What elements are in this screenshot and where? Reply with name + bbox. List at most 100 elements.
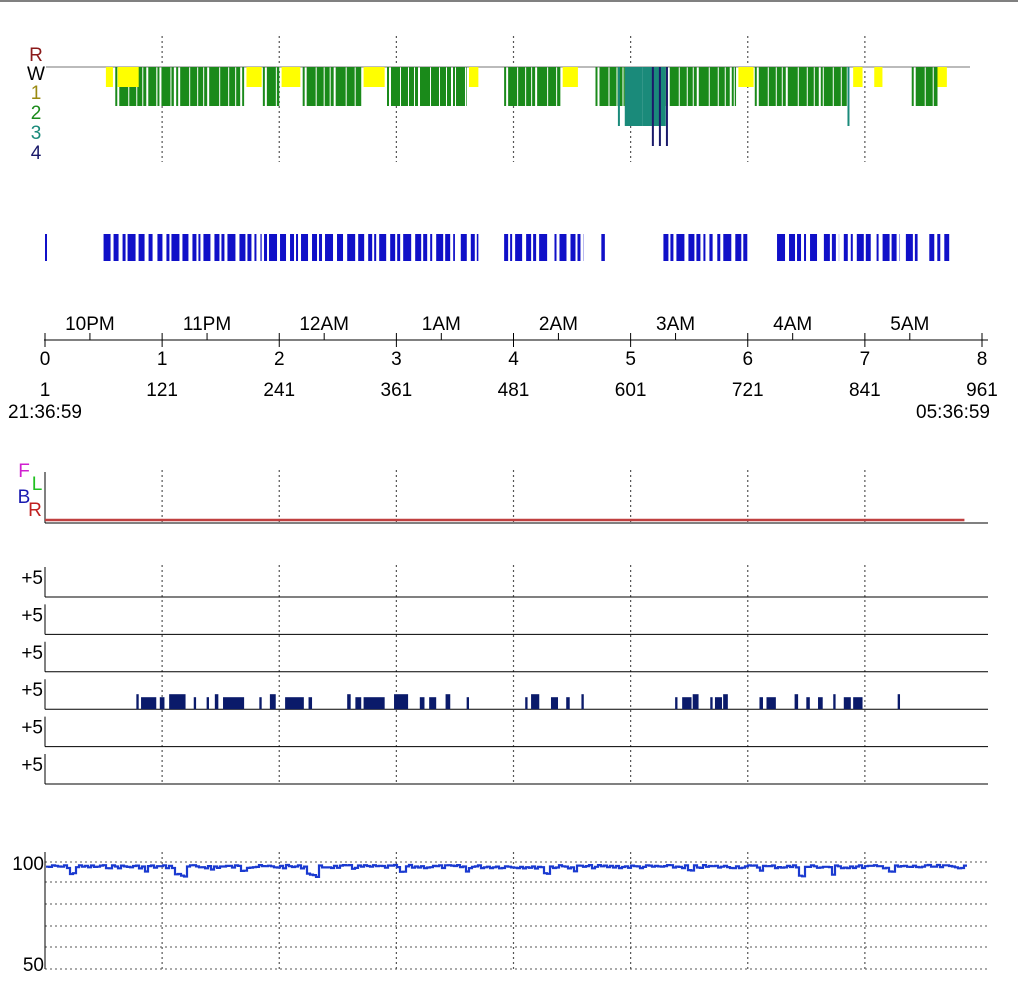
event-mark: [198, 234, 201, 261]
event-mark: [804, 234, 807, 261]
stage-bar-2: [915, 67, 925, 106]
event-mark: [789, 234, 796, 261]
stage-bar-2: [782, 67, 786, 106]
position-label-R: R: [28, 500, 42, 521]
event-mark: [601, 234, 605, 261]
stage-bar-2: [669, 67, 679, 106]
stage-bar-2: [504, 67, 507, 106]
event-mark: [166, 234, 170, 261]
stage-bar-1: [363, 67, 385, 87]
channel-label-bg: [0, 754, 44, 782]
event-mark: [347, 234, 356, 261]
stage-bar-2: [687, 67, 693, 106]
stage-bar-1: [937, 67, 947, 87]
channel-label-bg: [0, 679, 44, 708]
event-mark: [905, 234, 913, 261]
stage-bar-2: [617, 67, 623, 106]
event-mark: [221, 234, 225, 261]
event-mark: [403, 234, 412, 261]
stage-bar-1: [246, 67, 262, 87]
channel-event-mark: [853, 697, 863, 710]
channel-event-mark: [355, 697, 362, 710]
stage-bar-2: [518, 67, 526, 106]
stage-label-3: 3: [31, 123, 42, 144]
event-mark: [203, 234, 211, 261]
stage-bar-1: [853, 67, 863, 87]
event-mark: [379, 234, 387, 261]
stage-bar-2: [537, 67, 548, 106]
stage-bar-2: [204, 67, 208, 106]
epoch-label: 361: [381, 380, 413, 401]
event-mark: [723, 234, 732, 261]
channel-event-mark: [531, 694, 540, 710]
stage-bar-2: [466, 67, 467, 106]
channel-event-mark: [285, 697, 304, 710]
stage-bar-2: [456, 67, 466, 106]
hour-tick-label: 5: [625, 349, 636, 370]
stage-bar-2: [526, 67, 532, 106]
clock-label: 10PM: [65, 314, 115, 335]
clock-label: 2AM: [539, 314, 578, 335]
stage-bar-2: [776, 67, 782, 106]
epoch-label: 241: [263, 380, 295, 401]
hour-tick-label: 2: [274, 349, 285, 370]
event-mark: [182, 234, 189, 261]
event-mark: [891, 234, 897, 261]
event-mark: [929, 234, 935, 261]
epoch-label: 121: [146, 380, 178, 401]
stage-bar-1: [281, 67, 301, 87]
event-mark: [526, 234, 532, 261]
stage-bar-2: [447, 67, 452, 106]
event-mark: [944, 234, 950, 261]
position-label-L: L: [32, 474, 43, 495]
event-mark: [254, 234, 257, 261]
channel-event-mark: [308, 697, 313, 710]
stage-bar-2: [431, 67, 440, 106]
stage-bar-1: [105, 67, 113, 87]
event-mark: [260, 234, 262, 261]
event-mark: [214, 234, 220, 261]
end-time-label: 05:36:59: [916, 402, 990, 423]
spo2-tick-100: 100: [12, 854, 44, 875]
event-mark: [577, 234, 581, 261]
event-mark: [470, 234, 475, 261]
stage-bar-2: [698, 67, 709, 106]
channel-row-label: +5: [21, 643, 43, 664]
channel-event-mark: [550, 697, 559, 710]
clock-label: 4AM: [773, 314, 812, 335]
stage-bar-2: [595, 67, 598, 106]
event-mark: [823, 234, 830, 261]
epoch-label: 1: [40, 380, 51, 401]
channel-event-mark: [136, 694, 139, 710]
stage-bar-2: [453, 67, 456, 106]
stage-bar-2: [933, 67, 938, 106]
stage-label-1: 1: [31, 83, 42, 104]
event-raster-marks: [45, 234, 950, 261]
event-mark: [374, 234, 377, 261]
event-mark: [850, 234, 853, 261]
stage-bar-1: [874, 67, 883, 87]
event-mark: [430, 234, 433, 261]
stage-bar-2: [335, 67, 346, 106]
event-mark: [127, 234, 136, 261]
channel-event-mark: [833, 694, 836, 710]
spo2-line: [46, 863, 967, 879]
channel-event-mark: [581, 694, 584, 710]
stage-bar-2: [266, 67, 276, 106]
stage-bar-2: [548, 67, 557, 106]
event-mark: [423, 234, 428, 261]
stage-label-W: W: [27, 64, 45, 85]
position-label-F: F: [18, 461, 30, 482]
event-mark: [865, 234, 871, 261]
channel-label-bg: [0, 641, 44, 670]
hour-tick-label: 1: [157, 349, 168, 370]
event-mark: [239, 234, 246, 261]
channel-event-mark: [675, 697, 678, 710]
event-mark: [290, 234, 295, 261]
stage-bar-2: [236, 67, 241, 106]
channel-event-mark: [269, 694, 276, 710]
event-mark: [460, 234, 467, 261]
event-mark: [325, 234, 334, 261]
